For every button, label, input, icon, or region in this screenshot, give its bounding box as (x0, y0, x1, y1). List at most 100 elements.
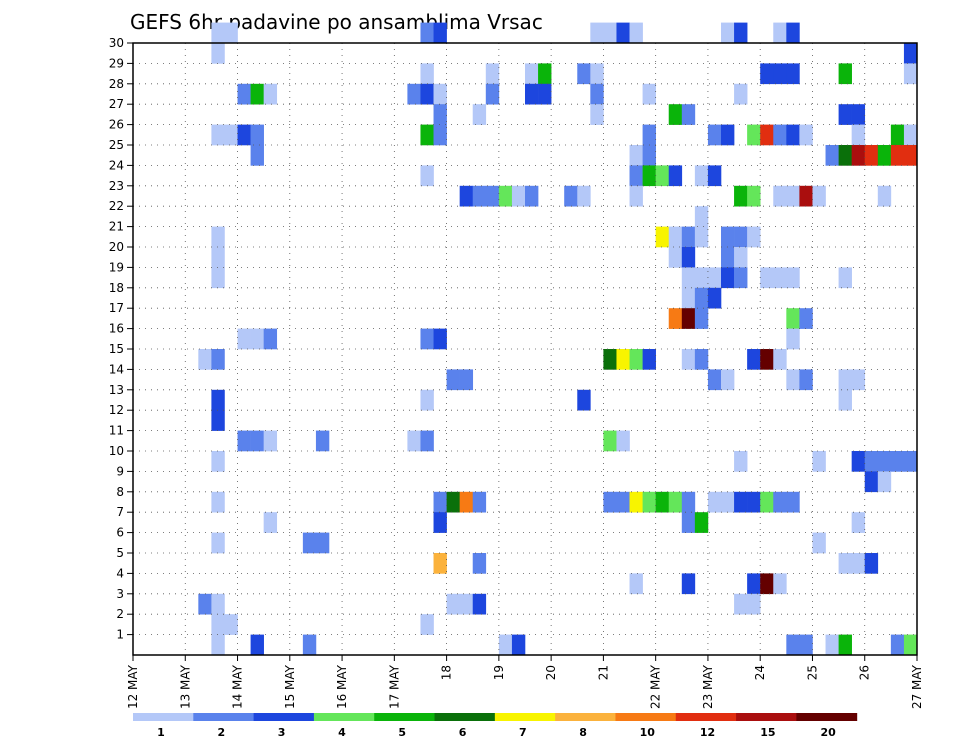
heatmap-cell (211, 43, 225, 64)
heatmap-cell (786, 491, 800, 513)
y-tick-label: 13 (109, 383, 124, 397)
legend-label: 10 (640, 726, 656, 739)
heatmap-cell (747, 593, 761, 615)
y-tick-label: 30 (109, 36, 124, 50)
legend-swatch (494, 713, 556, 721)
heatmap-cell (407, 430, 421, 452)
heatmap-cell (734, 83, 748, 105)
heatmap-cell (642, 83, 656, 105)
heatmap-cell (734, 22, 748, 44)
heatmap-cell (707, 165, 722, 187)
heatmap-cell (642, 145, 656, 166)
legend-swatch (675, 713, 737, 721)
heatmap-cell (224, 614, 238, 635)
x-tick-label: 12 MAY (126, 664, 140, 709)
heatmap-cell (799, 185, 813, 207)
heatmap-cell (642, 491, 656, 513)
heatmap-cell (877, 451, 892, 472)
y-tick-label: 5 (116, 546, 124, 560)
heatmap-cell (590, 104, 604, 125)
heatmap-cell (420, 614, 434, 635)
heatmap-cell (747, 185, 761, 207)
heatmap-cell (616, 491, 630, 513)
heatmap-cell (877, 145, 892, 166)
heatmap-cell (211, 124, 225, 146)
heatmap-cell (485, 83, 500, 105)
heatmap-cell (211, 614, 225, 635)
heatmap-cell (642, 165, 656, 187)
heatmap-cell (786, 185, 800, 207)
heatmap-cell (903, 43, 918, 64)
y-tick-label: 12 (109, 403, 124, 417)
legend-swatch (736, 713, 797, 721)
heatmap-cell (211, 634, 225, 656)
heatmap-cell (564, 185, 578, 207)
y-tick-label: 3 (116, 587, 124, 601)
heatmap-cell (407, 83, 421, 105)
heatmap-cell (472, 185, 487, 207)
legend-swatch (374, 713, 436, 721)
heatmap-cell (721, 124, 735, 146)
heatmap-cell (825, 634, 839, 656)
heatmap-cell (903, 63, 918, 85)
heatmap-cell (668, 308, 683, 329)
heatmap-cell (812, 451, 826, 472)
y-tick-label: 25 (109, 138, 124, 152)
heatmap-cell (760, 573, 774, 595)
heatmap-cell (446, 369, 460, 391)
heatmap-cell (616, 430, 630, 452)
y-tick-label: 11 (109, 424, 124, 438)
heatmap-cell (864, 553, 879, 574)
heatmap-cell (877, 471, 892, 493)
heatmap-cell (629, 165, 643, 187)
heatmap-cell (681, 512, 696, 533)
heatmap-cell (420, 63, 434, 85)
heatmap-cell (668, 247, 683, 268)
y-tick-label: 15 (109, 342, 124, 356)
y-tick-label: 8 (116, 485, 124, 499)
legend-label: 7 (519, 726, 527, 739)
heatmap-cell (590, 63, 604, 85)
legend-label: 12 (700, 726, 715, 739)
heatmap-cell (629, 145, 643, 166)
heatmap-cell (838, 63, 852, 85)
heatmap-cell (747, 349, 761, 370)
heatmap-cell (799, 124, 813, 146)
heatmap-cell (773, 267, 787, 289)
heatmap-cell (433, 328, 447, 350)
heatmap-cell (498, 634, 513, 656)
heatmap-cell (629, 491, 643, 513)
x-tick-label: 23 MAY (701, 664, 715, 709)
heatmap-cell (577, 63, 591, 85)
heatmap-cell (707, 491, 722, 513)
heatmap-cell (721, 247, 735, 268)
heatmap-cell (263, 328, 278, 350)
heatmap-cell (786, 63, 800, 85)
heatmap-cell (721, 267, 735, 289)
heatmap-cell (668, 491, 683, 513)
x-tick-label: 18 (440, 665, 454, 680)
heatmap-cell (694, 267, 709, 289)
heatmap-cell (302, 634, 317, 656)
heatmap-cell (851, 451, 866, 472)
heatmap-cell (525, 83, 539, 105)
heatmap-cell (760, 491, 774, 513)
heatmap-cell (681, 267, 696, 289)
heatmap-cell (446, 491, 460, 513)
heatmap-cell (263, 512, 278, 533)
heatmap-cell (433, 124, 447, 146)
heatmap-cell (864, 451, 879, 472)
x-tick-label: 19 (492, 665, 506, 680)
heatmap-cell (890, 634, 905, 656)
y-tick-label: 6 (116, 526, 124, 540)
heatmap-cell (485, 185, 500, 207)
heatmap-cell (838, 267, 852, 289)
heatmap-cell (250, 430, 264, 452)
heatmap-cell (538, 83, 552, 105)
heatmap-cell (433, 22, 447, 44)
heatmap-cell (250, 328, 264, 350)
heatmap-cell (211, 593, 225, 615)
heatmap-cell (747, 573, 761, 595)
heatmap-cell (237, 328, 251, 350)
